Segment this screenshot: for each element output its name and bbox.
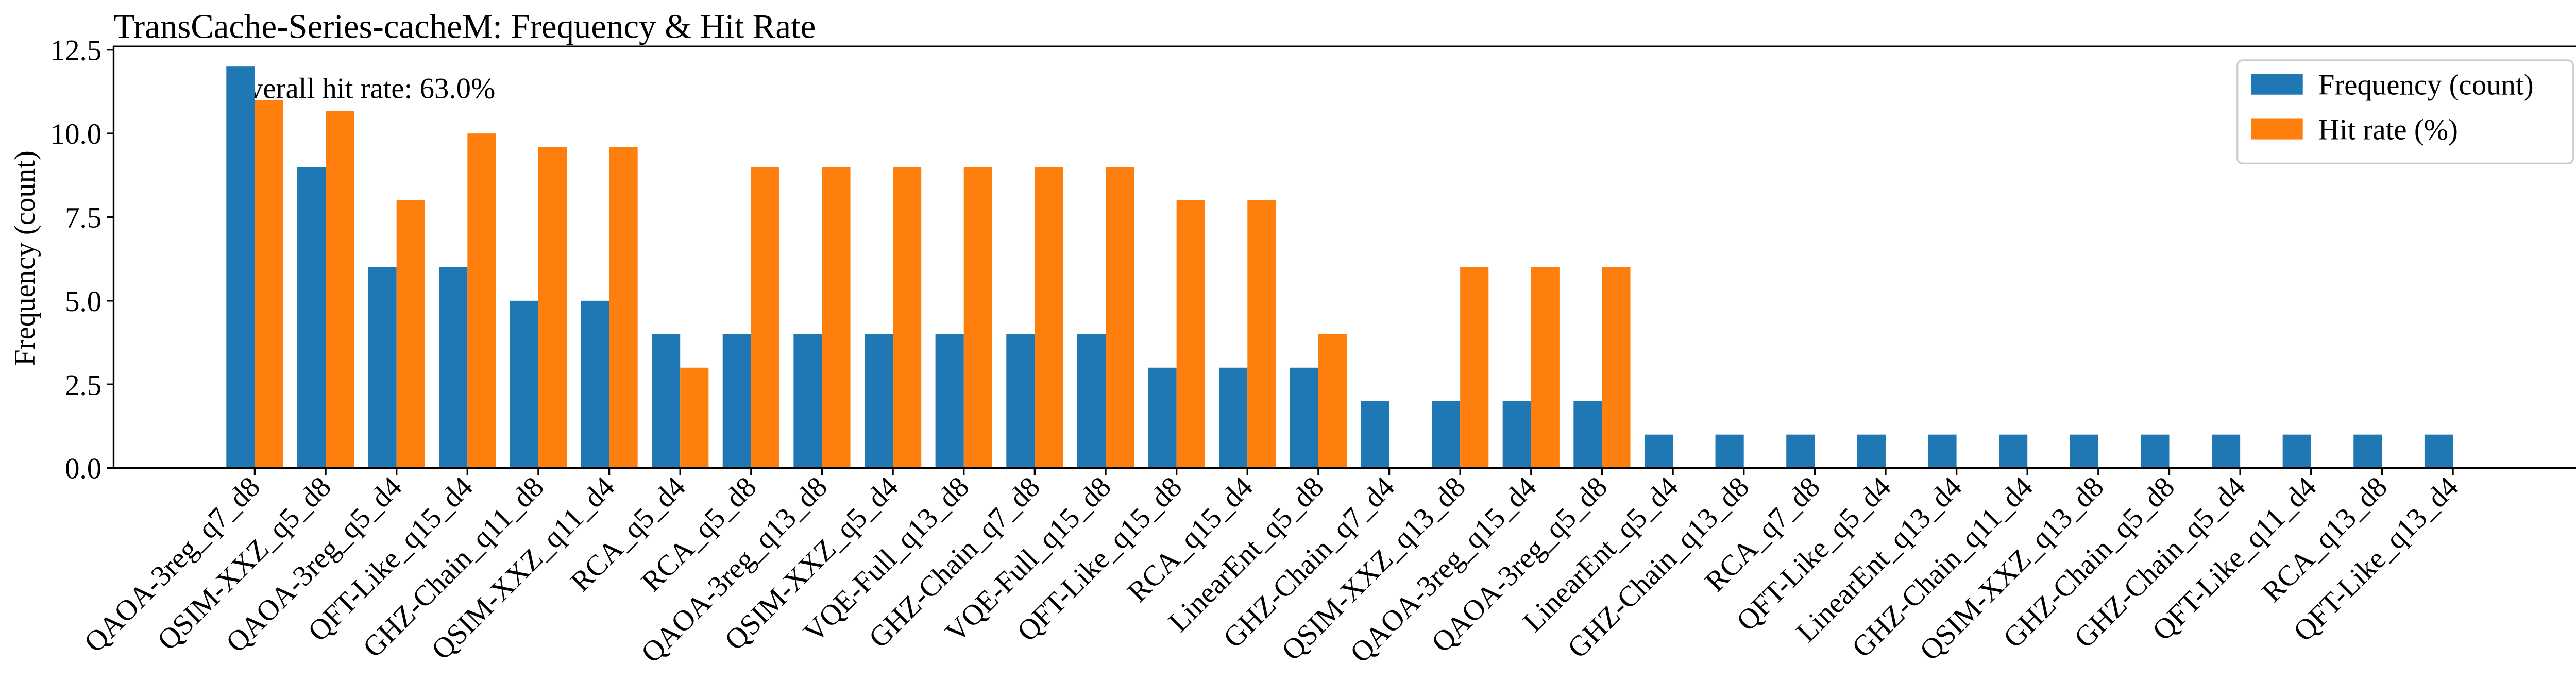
legend-label: Hit rate (%) <box>2318 114 2458 146</box>
bar <box>935 334 964 468</box>
y-axis-label: Frequency (count) <box>9 150 41 366</box>
legend-swatch <box>2251 74 2303 95</box>
bar <box>467 133 496 468</box>
bar <box>1573 401 1602 468</box>
bar <box>2424 434 2453 468</box>
bar <box>722 334 751 468</box>
bar <box>1148 367 1177 468</box>
bar <box>2282 434 2311 468</box>
legend-box <box>2236 59 2574 165</box>
legend-label: Frequency (count) <box>2318 69 2534 101</box>
bar <box>1602 267 1631 468</box>
bar <box>680 367 709 468</box>
bar <box>1106 167 1134 468</box>
bar <box>538 147 567 468</box>
bar <box>368 267 397 468</box>
bar <box>1035 167 1063 468</box>
bar <box>893 167 922 468</box>
bar <box>1715 434 1744 468</box>
bar <box>2070 434 2098 468</box>
bar <box>1460 267 1489 468</box>
y-tick-label: 7.5 <box>65 202 101 234</box>
bar <box>297 167 326 468</box>
y-tick-label: 0.0 <box>65 453 101 485</box>
bar <box>396 200 425 468</box>
bar <box>2353 434 2382 468</box>
bar <box>510 300 538 468</box>
bar <box>1006 334 1035 468</box>
bar <box>1318 334 1347 468</box>
bar <box>609 147 638 468</box>
annotation: Overall hit rate: 63.0% <box>227 72 495 105</box>
bar <box>751 167 779 468</box>
bar <box>1999 434 2028 468</box>
bar <box>1176 200 1205 468</box>
bar <box>2212 434 2241 468</box>
y-tick-label: 12.5 <box>50 35 101 67</box>
bar <box>864 334 893 468</box>
y-tick-label: 10.0 <box>50 118 101 150</box>
bar <box>963 167 992 468</box>
bar <box>1786 434 1815 468</box>
bar <box>1928 434 1957 468</box>
bar <box>1644 434 1673 468</box>
chart-title: TransCache-Series-cacheM: Frequency & Hi… <box>113 7 816 45</box>
bar <box>1857 434 1886 468</box>
bar <box>1077 334 1106 468</box>
bar <box>226 66 255 468</box>
bar <box>1361 401 1389 468</box>
bar <box>1502 401 1531 468</box>
bar <box>1432 401 1461 468</box>
bar <box>1531 267 1560 468</box>
bar <box>581 300 609 468</box>
bar <box>439 267 468 468</box>
bar <box>1219 367 1248 468</box>
legend-swatch <box>2251 118 2303 140</box>
bar <box>1247 200 1276 468</box>
bar <box>255 100 283 468</box>
bar <box>793 334 822 468</box>
bar <box>822 167 851 468</box>
bar <box>2141 434 2170 468</box>
y-tick-label: 2.5 <box>65 369 101 401</box>
bar <box>326 111 354 468</box>
bar <box>1290 367 1318 468</box>
axes-frame <box>112 45 2576 469</box>
y-tick-label: 5.0 <box>65 285 101 318</box>
bar <box>652 334 681 468</box>
